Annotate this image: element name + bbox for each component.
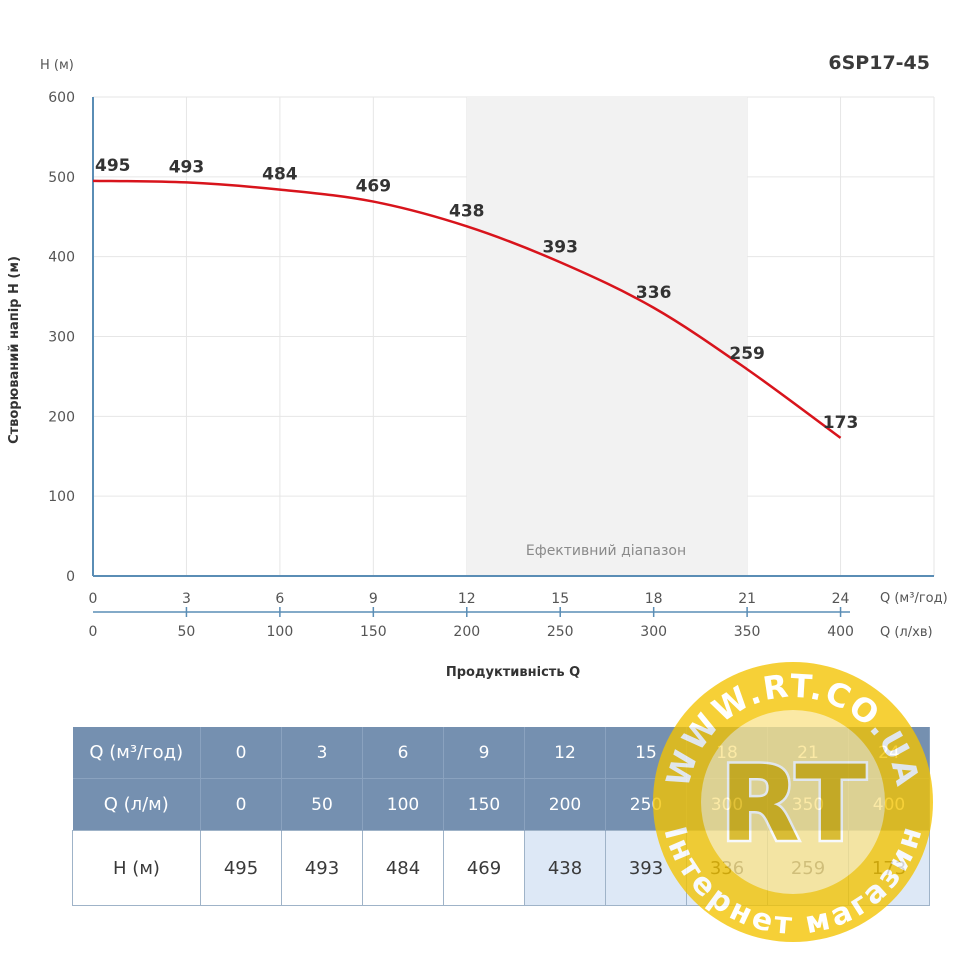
table-cell: 0 (200, 727, 282, 779)
x-axis-title: Продуктивність Q (446, 665, 580, 680)
table-cell: 438 (524, 830, 606, 906)
table-cell: 9 (443, 727, 525, 779)
head-curve-line (92, 179, 842, 439)
x-tick-label: 6 (275, 591, 284, 607)
x-tick-label: 12 (458, 591, 476, 607)
y-tick-label: 600 (48, 90, 75, 106)
data-labels: 495 493 484 469 438 393 336 259 173 (95, 156, 858, 433)
data-label: 469 (356, 177, 392, 197)
x-unit-primary: Q (м³/год) (880, 591, 948, 606)
table-cell: 393 (605, 830, 687, 906)
x2-tick-label: 350 (734, 624, 761, 640)
table-cell: 100 (362, 778, 444, 831)
x2-tick-label: 250 (547, 624, 574, 640)
y-tick-label: 400 (48, 250, 75, 266)
table-cell: 200 (524, 778, 606, 831)
table-row-label: Q (м³/год) (72, 727, 201, 779)
efficient-range-band (466, 97, 748, 576)
x-tick-label: 9 (369, 591, 378, 607)
model-title: 6SP17-45 (828, 52, 930, 74)
table-cell: 336 (686, 830, 768, 906)
y-tick-label: 300 (48, 330, 75, 346)
data-label: 493 (169, 157, 205, 177)
series-layer (92, 179, 842, 439)
x2-tick-label: 150 (360, 624, 387, 640)
x-tick-label: 15 (551, 591, 569, 607)
table-cell: 484 (362, 830, 444, 906)
performance-table: Q (м³/год) 0 3 6 9 12 15 18 21 24 Q (л/м) 0 50 100 150… (72, 727, 930, 906)
y-tick-label: 200 (48, 409, 75, 425)
x2-tick-label: 300 (640, 624, 667, 640)
x2-tick-label: 50 (178, 624, 196, 640)
table-row: Q (л/м) 0 50 100 150 200 250 300 350 400 (72, 778, 930, 831)
data-label: 259 (729, 344, 765, 364)
table-cell: 493 (281, 830, 363, 906)
table-cell: 173 (848, 830, 930, 906)
table-cell: 350 (767, 778, 849, 831)
data-label: 393 (542, 237, 578, 257)
data-label: 438 (449, 201, 485, 221)
x-tick-label: 21 (738, 591, 756, 607)
table-cell: 150 (443, 778, 525, 831)
table-cell: 400 (848, 778, 930, 831)
table-cell: 259 (767, 830, 849, 906)
table-row: H (м) 495 493 484 469 438 393 336 259 173 (72, 830, 930, 906)
table-cell: 18 (686, 727, 768, 779)
data-label: 336 (636, 283, 672, 303)
tick-labels: 0100200300400500600003506100915012200152… (48, 90, 854, 640)
table-cell: 469 (443, 830, 525, 906)
x2-tick-label: 200 (453, 624, 480, 640)
efficient-range-rect (466, 97, 748, 576)
table-cell: 250 (605, 778, 687, 831)
data-label: 484 (262, 165, 298, 185)
table-cell: 12 (524, 727, 606, 779)
data-label: 173 (823, 413, 859, 433)
x-tick-label: 3 (182, 591, 191, 607)
table-cell: 495 (200, 830, 282, 906)
table-row: Q (м³/год) 0 3 6 9 12 15 18 21 24 (72, 727, 930, 779)
table-row-label: Q (л/м) (72, 778, 201, 831)
table-cell: 21 (767, 727, 849, 779)
table-row-label: H (м) (72, 830, 201, 906)
efficient-range-label: Ефективний діапазон (526, 543, 686, 559)
x2-tick-label: 100 (267, 624, 294, 640)
x2-tick-label: 400 (827, 624, 854, 640)
table-cell: 15 (605, 727, 687, 779)
y-tick-label: 100 (48, 489, 75, 505)
table-cell: 50 (281, 778, 363, 831)
y-axis-title: Створюваний напір H (м) (7, 256, 22, 444)
x-tick-label: 24 (832, 591, 850, 607)
table-cell: 300 (686, 778, 768, 831)
table-cell: 3 (281, 727, 363, 779)
x-unit-secondary: Q (л/хв) (880, 625, 933, 640)
y-tick-label: 500 (48, 170, 75, 186)
axes (92, 97, 934, 617)
x2-tick-label: 0 (89, 624, 98, 640)
y-tick-label: 0 (66, 569, 75, 585)
x-tick-label: 0 (89, 591, 98, 607)
table-cell: 24 (848, 727, 930, 779)
pump-curve-chart: 0100200300400500600003506100915012200152… (7, 52, 948, 680)
table-cell: 0 (200, 778, 282, 831)
y-unit-label: H (м) (40, 58, 74, 73)
x-tick-label: 18 (645, 591, 663, 607)
table-cell: 6 (362, 727, 444, 779)
data-label: 495 (95, 156, 131, 176)
